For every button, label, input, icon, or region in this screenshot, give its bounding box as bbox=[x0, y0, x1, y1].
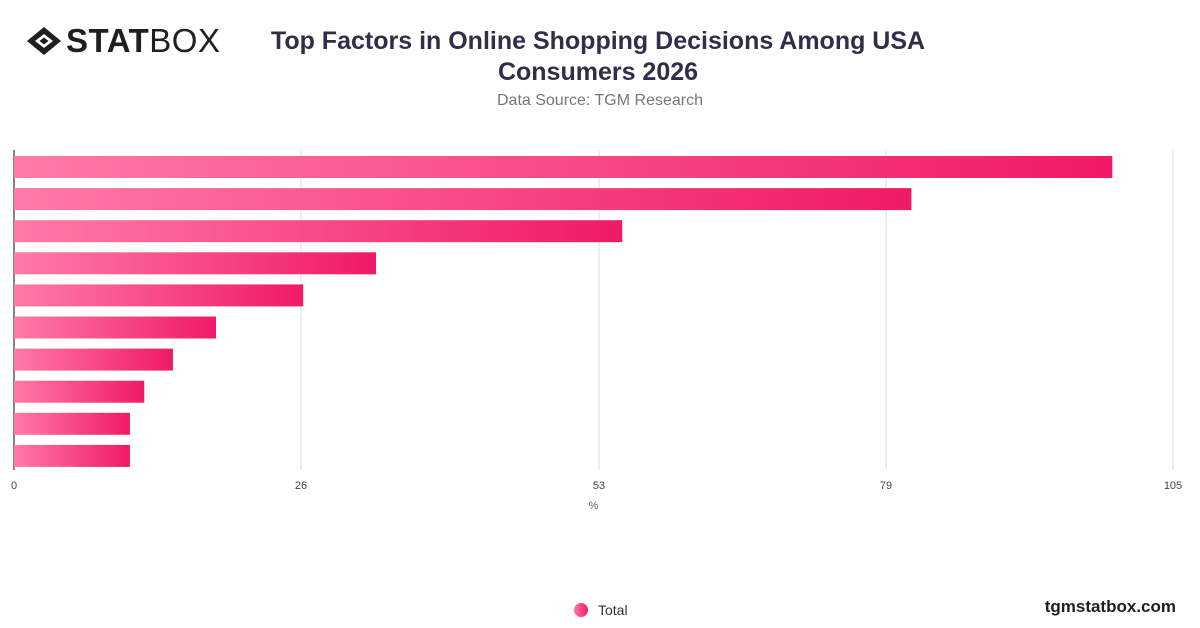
diamond-logo-icon bbox=[27, 26, 61, 55]
logo-stat-text: STAT bbox=[66, 22, 150, 59]
bars bbox=[14, 156, 1113, 467]
statbox-logo: STATBOX bbox=[26, 24, 220, 57]
chart-subtitle: Data Source: TGM Research bbox=[496, 92, 703, 109]
legend-marker-icon bbox=[574, 603, 588, 617]
bar[interactable] bbox=[14, 316, 216, 339]
logo-box-text: BOX bbox=[149, 22, 221, 59]
bar[interactable] bbox=[14, 284, 304, 307]
bar[interactable] bbox=[14, 252, 377, 275]
logo-wordmark: STATBOX bbox=[66, 24, 220, 57]
bar-chart: 0 26 53 79 105 % bbox=[11, 150, 1182, 512]
legend-label-total: Total bbox=[598, 602, 628, 618]
x-axis-title: % bbox=[589, 500, 599, 512]
x-tick-label: 26 bbox=[295, 480, 307, 492]
x-axis-ticks: 0 26 53 79 105 bbox=[11, 480, 1182, 492]
bar[interactable] bbox=[14, 380, 145, 403]
x-tick-label: 79 bbox=[880, 480, 892, 492]
bar[interactable] bbox=[14, 412, 130, 435]
chart-title: Top Factors in Online Shopping Decisions… bbox=[0, 26, 1196, 88]
bar[interactable] bbox=[14, 348, 173, 371]
chart-title-line2: Consumers 2026 bbox=[497, 58, 699, 86]
bar[interactable] bbox=[14, 220, 623, 243]
legend[interactable]: Total bbox=[574, 602, 628, 618]
bar[interactable] bbox=[14, 188, 912, 211]
x-tick-label: 105 bbox=[1164, 480, 1182, 492]
footer-brand: tgmstatbox.com bbox=[1044, 597, 1176, 616]
chart-title-line1: Top Factors in Online Shopping Decisions… bbox=[270, 27, 926, 55]
bar[interactable] bbox=[14, 156, 1113, 178]
bar[interactable] bbox=[14, 444, 130, 467]
x-tick-label: 0 bbox=[11, 480, 17, 492]
x-tick-label: 53 bbox=[593, 480, 605, 492]
